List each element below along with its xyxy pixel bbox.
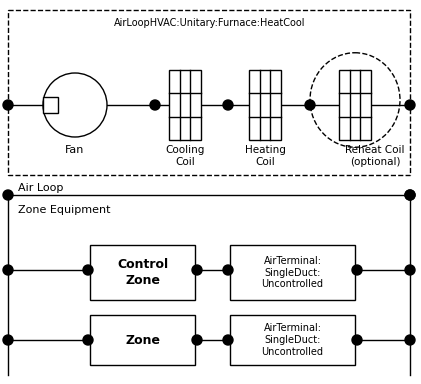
Text: AirTerminal:
SingleDuct:
Uncontrolled: AirTerminal: SingleDuct: Uncontrolled: [261, 256, 323, 289]
Text: Control
Zone: Control Zone: [117, 258, 168, 286]
Bar: [90, 315, 195, 365]
Bar: [90, 245, 195, 300]
Circle shape: [83, 265, 93, 275]
Circle shape: [3, 335, 13, 345]
Circle shape: [405, 335, 415, 345]
Circle shape: [223, 100, 233, 110]
Bar: [8, 10, 410, 175]
Text: AirTerminal:
SingleDuct:
Uncontrolled: AirTerminal: SingleDuct: Uncontrolled: [261, 323, 323, 357]
Circle shape: [192, 335, 202, 345]
Bar: [230, 245, 355, 300]
Text: Reheat Coil
(optional): Reheat Coil (optional): [345, 145, 405, 167]
Circle shape: [150, 100, 160, 110]
Circle shape: [43, 73, 107, 137]
Circle shape: [405, 190, 415, 200]
Text: Air Loop: Air Loop: [18, 183, 64, 193]
Text: Zone: Zone: [125, 333, 160, 346]
Circle shape: [405, 100, 415, 110]
Circle shape: [3, 265, 13, 275]
Circle shape: [305, 100, 315, 110]
Text: Fan: Fan: [65, 145, 85, 155]
Circle shape: [83, 335, 93, 345]
Circle shape: [223, 265, 233, 275]
Text: Heating
Coil: Heating Coil: [245, 145, 285, 167]
Bar: [43, 97, 58, 113]
Bar: [230, 315, 355, 365]
Circle shape: [223, 335, 233, 345]
Circle shape: [405, 190, 415, 200]
Text: AirLoopHVAC:Unitary:Furnace:HeatCool: AirLoopHVAC:Unitary:Furnace:HeatCool: [114, 18, 306, 28]
Circle shape: [192, 265, 202, 275]
Circle shape: [3, 190, 13, 200]
Circle shape: [352, 265, 362, 275]
Circle shape: [405, 265, 415, 275]
Text: Zone Equipment: Zone Equipment: [18, 205, 110, 215]
Circle shape: [352, 335, 362, 345]
Text: Cooling
Coil: Cooling Coil: [165, 145, 205, 167]
Bar: [169, 70, 201, 140]
Circle shape: [3, 100, 13, 110]
Bar: [249, 70, 281, 140]
Bar: [339, 70, 371, 140]
